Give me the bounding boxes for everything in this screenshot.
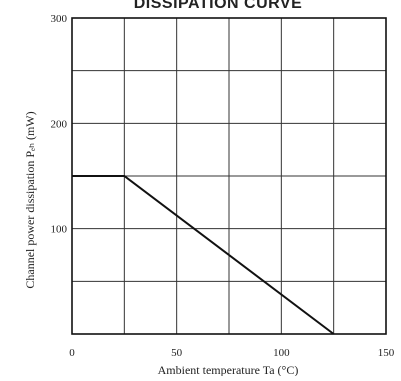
x-tick-label: 50 (171, 347, 183, 359)
chart-title: DISSIPATION CURVE (134, 0, 303, 12)
x-axis-label: Ambient temperature Ta (°C) (158, 363, 299, 376)
x-tick-label: 150 (378, 347, 395, 359)
y-tick-label: 200 (51, 118, 68, 130)
series-layer (72, 175, 335, 335)
dissipation-curve-line (72, 175, 335, 335)
y-tick-label: 100 (51, 224, 68, 236)
y-axis-label: Channel power dissipation Pₑₕ (mW) (23, 111, 37, 288)
y-tick-label: 300 (51, 13, 68, 25)
x-tick-label: 100 (273, 347, 290, 359)
x-tick-label: 0 (69, 347, 75, 359)
tick-labels: 0 50 100 150 100 200 300 (51, 13, 395, 359)
grid-lines (72, 18, 386, 334)
